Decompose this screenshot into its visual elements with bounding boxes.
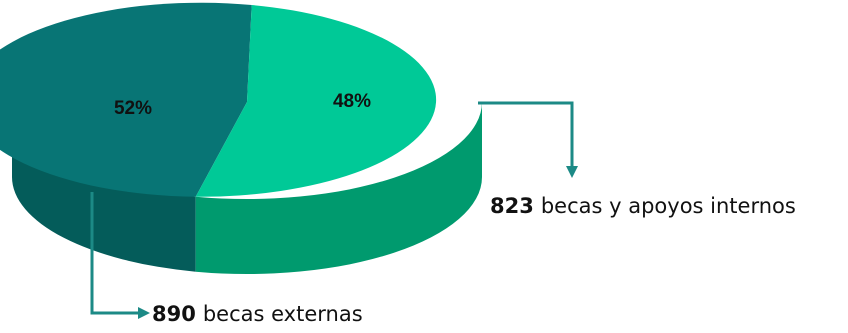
pie-slice-externas [0, 2, 252, 197]
annotation-externas: 890 becas externas [152, 302, 363, 326]
annotation-internos: 823 becas y apoyos internos [490, 194, 796, 218]
pie-slice-internos [195, 5, 437, 197]
slice-label-externas: 52% [114, 98, 152, 119]
leader-arrow-externas [90, 192, 150, 319]
pie-side-internos [195, 102, 483, 275]
slice-label-internos: 48% [333, 91, 371, 112]
leader-arrow-internos [478, 101, 578, 178]
